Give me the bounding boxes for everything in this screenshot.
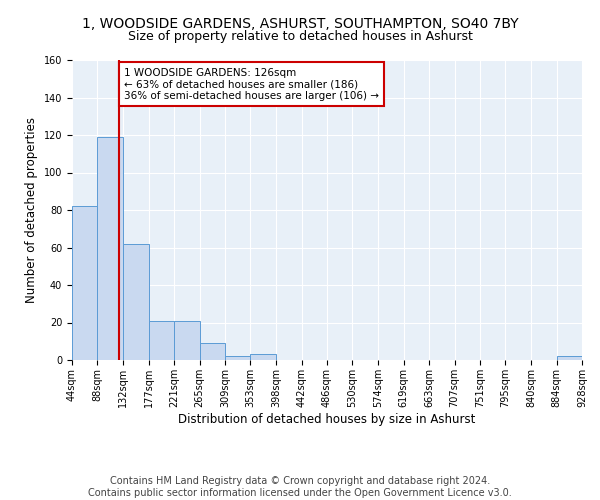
Y-axis label: Number of detached properties: Number of detached properties <box>25 117 38 303</box>
Text: 1, WOODSIDE GARDENS, ASHURST, SOUTHAMPTON, SO40 7BY: 1, WOODSIDE GARDENS, ASHURST, SOUTHAMPTO… <box>82 18 518 32</box>
Bar <box>97 137 123 360</box>
Bar <box>174 320 200 360</box>
Bar <box>225 356 250 360</box>
Bar <box>557 356 582 360</box>
Bar <box>250 354 276 360</box>
Text: 1 WOODSIDE GARDENS: 126sqm
← 63% of detached houses are smaller (186)
36% of sem: 1 WOODSIDE GARDENS: 126sqm ← 63% of deta… <box>124 68 379 100</box>
Text: Size of property relative to detached houses in Ashurst: Size of property relative to detached ho… <box>128 30 472 43</box>
Bar <box>123 244 149 360</box>
Bar <box>149 320 174 360</box>
X-axis label: Distribution of detached houses by size in Ashurst: Distribution of detached houses by size … <box>178 412 476 426</box>
Bar <box>72 206 97 360</box>
Bar <box>199 343 225 360</box>
Text: Contains HM Land Registry data © Crown copyright and database right 2024.
Contai: Contains HM Land Registry data © Crown c… <box>88 476 512 498</box>
